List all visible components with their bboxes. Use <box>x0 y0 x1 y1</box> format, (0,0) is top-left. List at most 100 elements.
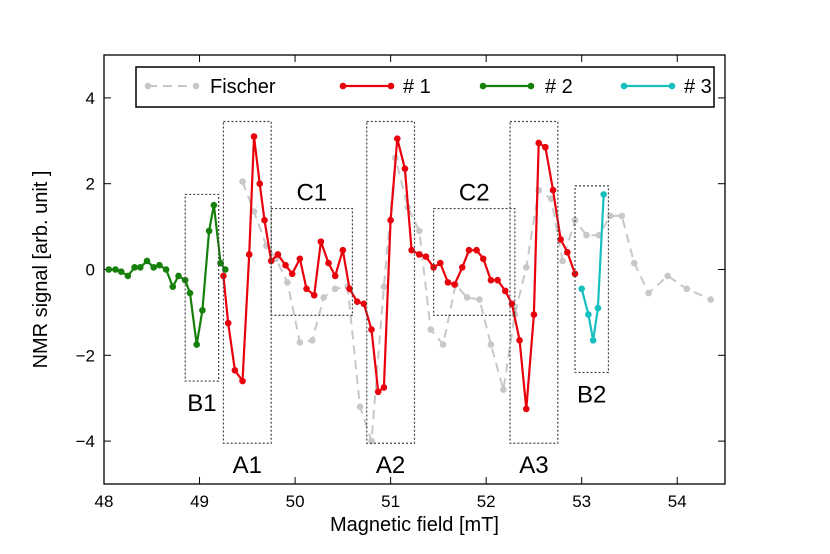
annotation-box-a2 <box>366 120 416 444</box>
data-point-series-0 <box>439 341 447 348</box>
plot-data-group <box>105 133 714 445</box>
data-point-series-1 <box>374 388 382 396</box>
data-point-series-0 <box>463 294 471 301</box>
data-point-series-3 <box>589 336 597 344</box>
data-point-series-1 <box>564 249 571 256</box>
data-point-series-0 <box>630 259 638 267</box>
y-tick-label: 2 <box>86 175 95 194</box>
legend-label-1: # 1 <box>403 76 431 98</box>
data-point-series-0 <box>356 403 364 411</box>
data-point-series-1 <box>436 259 444 267</box>
annotation-box-a3 <box>509 120 559 444</box>
data-point-series-1 <box>451 281 458 288</box>
data-point-series-0 <box>427 326 435 333</box>
annotation-label-b1: B1 <box>187 390 216 417</box>
y-tick-label: −2 <box>76 346 95 365</box>
data-point-series-2 <box>175 272 182 280</box>
data-point-series-1 <box>250 133 258 140</box>
legend-marker-2 <box>527 82 535 90</box>
data-point-series-2 <box>124 272 132 280</box>
data-point-series-0 <box>239 178 246 185</box>
annotation-label-b2: B2 <box>577 381 606 408</box>
annotation-box-b1 <box>184 193 220 382</box>
series-line-1 <box>222 135 577 410</box>
data-point-series-1 <box>535 139 542 147</box>
data-point-series-1 <box>224 319 232 327</box>
data-point-series-0 <box>707 296 714 303</box>
legend-marker-3 <box>620 82 628 90</box>
data-point-series-0 <box>683 285 691 293</box>
data-point-series-2 <box>186 289 194 297</box>
data-point-series-1 <box>317 238 325 245</box>
data-point-series-2 <box>193 341 200 348</box>
data-point-series-1 <box>339 246 347 254</box>
data-point-series-1 <box>282 261 289 269</box>
data-point-series-1 <box>508 300 516 308</box>
data-point-series-1 <box>239 377 246 385</box>
data-point-series-1 <box>444 279 452 286</box>
data-point-series-1 <box>274 251 282 258</box>
data-point-series-0 <box>487 341 495 348</box>
data-point-series-1 <box>415 251 423 258</box>
x-tick-label: 52 <box>477 492 496 511</box>
annotation-label-a2: A2 <box>376 452 405 479</box>
legend-label-2: # 2 <box>545 76 573 98</box>
data-point-series-2 <box>181 276 189 284</box>
legend-marker-1 <box>339 82 347 90</box>
data-point-series-1 <box>296 255 304 263</box>
data-point-series-2 <box>162 266 170 273</box>
data-point-series-3 <box>578 285 585 293</box>
data-point-series-1 <box>303 285 310 293</box>
data-point-series-1 <box>542 143 549 151</box>
data-point-series-1 <box>256 180 264 187</box>
data-point-series-0 <box>320 294 328 301</box>
annotation-label-a3: A3 <box>519 452 548 479</box>
data-point-series-1 <box>380 384 388 391</box>
legend-marker-0 <box>192 82 200 90</box>
data-point-series-1 <box>401 165 409 172</box>
annotation-box-a1 <box>222 120 272 444</box>
x-tick-label: 54 <box>668 492 687 511</box>
data-point-series-2 <box>105 266 113 273</box>
data-point-series-2 <box>143 257 151 265</box>
data-point-series-1 <box>394 135 401 142</box>
data-point-series-1 <box>494 276 501 284</box>
data-point-series-1 <box>245 251 253 258</box>
data-point-series-2 <box>150 264 157 271</box>
data-point-series-1 <box>473 246 480 254</box>
legend-marker-3 <box>668 82 676 90</box>
data-point-series-0 <box>559 257 566 265</box>
annotation-label-c1: C1 <box>296 180 327 207</box>
data-point-series-3 <box>600 191 607 198</box>
data-point-series-0 <box>331 285 339 293</box>
data-point-series-1 <box>422 253 430 260</box>
data-point-series-0 <box>476 296 483 303</box>
data-point-series-0 <box>547 195 555 203</box>
data-point-series-2 <box>210 201 218 209</box>
annotation-box-c2 <box>433 207 516 317</box>
data-point-series-2 <box>131 264 138 271</box>
data-point-series-0 <box>500 386 507 393</box>
legend-label-0: Fischer <box>210 76 276 98</box>
data-point-series-1 <box>368 326 375 333</box>
y-tick-label: 4 <box>86 89 95 108</box>
data-point-series-1 <box>331 272 339 280</box>
annotation-label-a1: A1 <box>233 452 262 479</box>
data-point-series-0 <box>415 227 423 235</box>
data-point-series-2 <box>199 306 206 314</box>
data-point-series-1 <box>458 264 466 271</box>
x-axis-label: Magnetic field [mT] <box>330 514 499 536</box>
data-point-series-0 <box>645 289 652 297</box>
data-point-series-1 <box>530 311 538 318</box>
data-point-series-0 <box>618 212 626 220</box>
data-point-series-1 <box>522 405 530 413</box>
legend: Fischer # 1 # 2 # 3 <box>135 66 715 108</box>
data-point-series-1 <box>465 246 473 254</box>
legend-marker-1 <box>387 82 395 90</box>
data-point-series-0 <box>250 208 258 215</box>
data-point-series-1 <box>501 287 509 295</box>
data-point-series-2 <box>137 264 144 271</box>
data-point-series-1 <box>557 236 564 243</box>
annotation-box-c1 <box>270 207 354 317</box>
